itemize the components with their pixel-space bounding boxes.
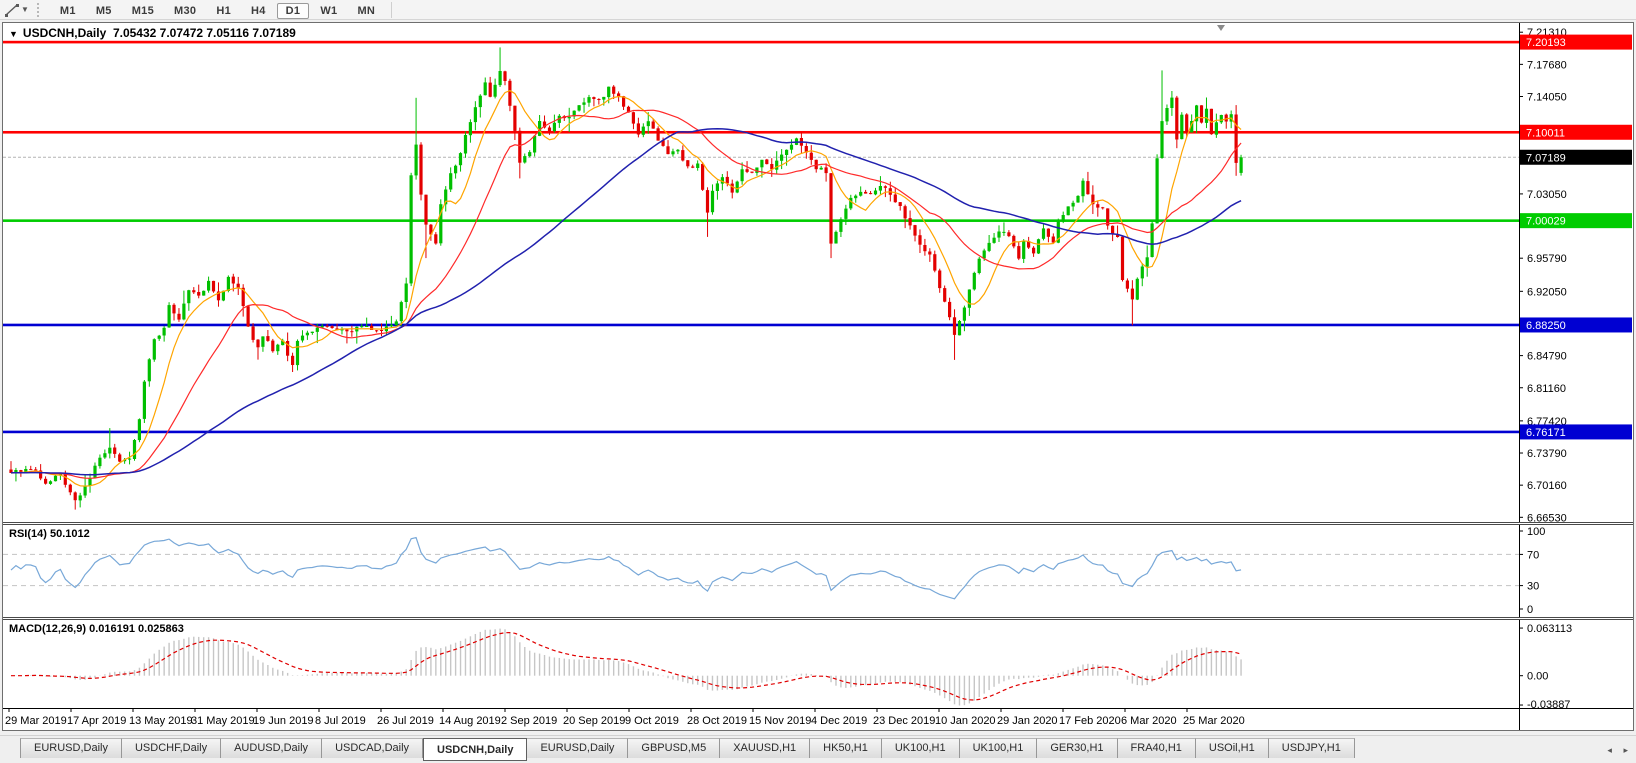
tab-eurusd-daily[interactable]: EURUSD,Daily: [20, 738, 122, 758]
svg-text:29 Mar 2019: 29 Mar 2019: [5, 715, 67, 727]
svg-text:-0.03887: -0.03887: [1527, 699, 1570, 708]
timeframe-button-h1[interactable]: H1: [216, 4, 231, 17]
tab-scroll-arrows: ◂ ▸: [1598, 745, 1628, 756]
tab-usdcad-daily[interactable]: USDCAD,Daily: [322, 738, 424, 758]
svg-text:6 Mar 2020: 6 Mar 2020: [1121, 715, 1177, 727]
svg-text:28 Oct 2019: 28 Oct 2019: [687, 715, 747, 727]
tab-ger30-h1[interactable]: GER30,H1: [1037, 738, 1118, 758]
macd-panel: 0.063113 0.00 -0.03887 MACD(12,26,9) 0.016…: [3, 620, 1633, 708]
svg-text:6.88250: 6.88250: [1526, 320, 1566, 332]
svg-text:6.76171: 6.76171: [1526, 427, 1566, 439]
svg-text:7.14050: 7.14050: [1527, 91, 1567, 103]
timeframe-button-group: M1 M5 M15 M30 H1 H4 D1 W1 MN: [50, 1, 385, 19]
svg-text:9 Oct 2019: 9 Oct 2019: [625, 715, 679, 727]
svg-text:0.00: 0.00: [1527, 671, 1548, 683]
panel-resize-handle-macd[interactable]: [3, 617, 1633, 620]
tab-usoil-h1[interactable]: USOil,H1: [1195, 738, 1269, 758]
svg-text:17 Apr 2019: 17 Apr 2019: [67, 715, 126, 727]
svg-text:7.17680: 7.17680: [1527, 59, 1567, 71]
timeframe-button-m1[interactable]: M1: [59, 4, 76, 17]
svg-text:4 Dec 2019: 4 Dec 2019: [811, 715, 867, 727]
svg-text:8 Jul 2019: 8 Jul 2019: [315, 715, 366, 727]
svg-text:7.03050: 7.03050: [1527, 189, 1567, 201]
svg-text:6.95790: 6.95790: [1527, 253, 1567, 265]
svg-text:14 Aug 2019: 14 Aug 2019: [439, 715, 501, 727]
svg-text:19 Jun 2019: 19 Jun 2019: [253, 715, 314, 727]
svg-text:0.063113: 0.063113: [1527, 623, 1572, 635]
tab-xauusd-h1[interactable]: XAUUSD,H1: [720, 738, 811, 758]
timeframe-button-m15[interactable]: M15: [131, 4, 155, 17]
price-panel: 7.21310 7.17680 7.14050 7.03050 6.95790 6.920…: [3, 23, 1633, 522]
tab-usdjpy-h1[interactable]: USDJPY,H1: [1268, 738, 1355, 758]
svg-text:0: 0: [1527, 604, 1533, 616]
svg-text:7.07189: 7.07189: [1526, 152, 1566, 164]
svg-text:20 Sep 2019: 20 Sep 2019: [563, 715, 625, 727]
tab-scroll-left-icon[interactable]: ◂: [1607, 745, 1612, 755]
tab-usdcnh-daily[interactable]: USDCNH,Daily: [423, 738, 528, 761]
tab-hk50-h1[interactable]: HK50,H1: [810, 738, 882, 758]
svg-text:13 May 2019: 13 May 2019: [129, 715, 193, 727]
rsi-chart-svg[interactable]: 100 70 30 0: [3, 525, 1633, 617]
macd-chart-svg[interactable]: 0.063113 0.00 -0.03887: [3, 620, 1633, 708]
timeframe-button-h4[interactable]: H4: [251, 4, 266, 17]
chart-tab-bar: EURUSD,Daily USDCHF,Daily AUDUSD,Daily USDC…: [0, 735, 1636, 763]
svg-text:30: 30: [1527, 581, 1539, 593]
svg-text:26 Jul 2019: 26 Jul 2019: [377, 715, 434, 727]
tab-strip: EURUSD,Daily USDCHF,Daily AUDUSD,Daily USDC…: [20, 738, 1355, 761]
timeframe-button-mn[interactable]: MN: [357, 4, 376, 17]
svg-text:31 May 2019: 31 May 2019: [191, 715, 255, 727]
svg-text:2 Sep 2019: 2 Sep 2019: [501, 715, 557, 727]
tab-usdchf-daily[interactable]: USDCHF,Daily: [121, 738, 222, 758]
svg-text:17 Feb 2020: 17 Feb 2020: [1059, 715, 1121, 727]
toolbar-separator: [391, 1, 393, 18]
tab-audusd-daily[interactable]: AUDUSD,Daily: [221, 738, 323, 758]
tab-fra40-h1[interactable]: FRA40,H1: [1117, 738, 1196, 758]
toolbar-grip[interactable]: [36, 2, 42, 17]
panel-resize-handle-rsi[interactable]: [3, 522, 1633, 525]
timeframe-button-w1[interactable]: W1: [320, 4, 338, 17]
tab-eurusd-daily[interactable]: EURUSD,Daily: [527, 738, 629, 758]
line-tool-icon[interactable]: [4, 3, 20, 17]
rsi-panel: 100 70 30 0 RSI(14) 50.1012: [3, 525, 1633, 617]
svg-text:100: 100: [1527, 526, 1545, 538]
svg-text:15 Nov 2019: 15 Nov 2019: [749, 715, 811, 727]
svg-text:6.73790: 6.73790: [1527, 448, 1567, 460]
svg-text:7.00029: 7.00029: [1526, 216, 1566, 228]
svg-text:6.66530: 6.66530: [1527, 512, 1567, 522]
svg-text:6.70160: 6.70160: [1527, 480, 1567, 492]
top-toolbar: ▼ M1 M5 M15 M30 H1 H4 D1 W1 MN: [0, 0, 1636, 20]
svg-text:6.92050: 6.92050: [1527, 286, 1567, 298]
svg-text:7.10011: 7.10011: [1526, 127, 1565, 139]
tab-uk100-h1[interactable]: UK100,H1: [959, 738, 1038, 758]
svg-text:29 Jan 2020: 29 Jan 2020: [997, 715, 1058, 727]
timeframe-button-d1[interactable]: D1: [276, 2, 310, 19]
svg-text:10 Jan 2020: 10 Jan 2020: [935, 715, 996, 727]
tab-scroll-right-icon[interactable]: ▸: [1623, 745, 1628, 755]
price-chart-svg[interactable]: 7.213107.176807.140507.030506.957906.920…: [3, 23, 1633, 522]
tab-uk100-h1[interactable]: UK100,H1: [881, 738, 960, 758]
svg-text:6.84790: 6.84790: [1527, 351, 1567, 363]
timeframe-button-m30[interactable]: M30: [174, 4, 197, 17]
svg-text:70: 70: [1527, 549, 1539, 561]
svg-text:23 Dec 2019: 23 Dec 2019: [873, 715, 935, 727]
svg-text:7.20193: 7.20193: [1526, 37, 1566, 49]
timeframe-button-m5[interactable]: M5: [95, 4, 112, 17]
date-axis: 29 Mar 2019 17 Apr 2019 13 May 2019 31 May …: [3, 708, 1633, 730]
svg-text:25 Mar 2020: 25 Mar 2020: [1183, 715, 1245, 727]
line-tool-dropdown-caret-icon[interactable]: ▼: [21, 5, 29, 14]
svg-text:6.81160: 6.81160: [1527, 383, 1566, 395]
chart-window: 7.21310 7.17680 7.14050 7.03050 6.95790 6.920…: [2, 22, 1634, 731]
tab-gbpusd-m5[interactable]: GBPUSD,M5: [628, 738, 721, 758]
